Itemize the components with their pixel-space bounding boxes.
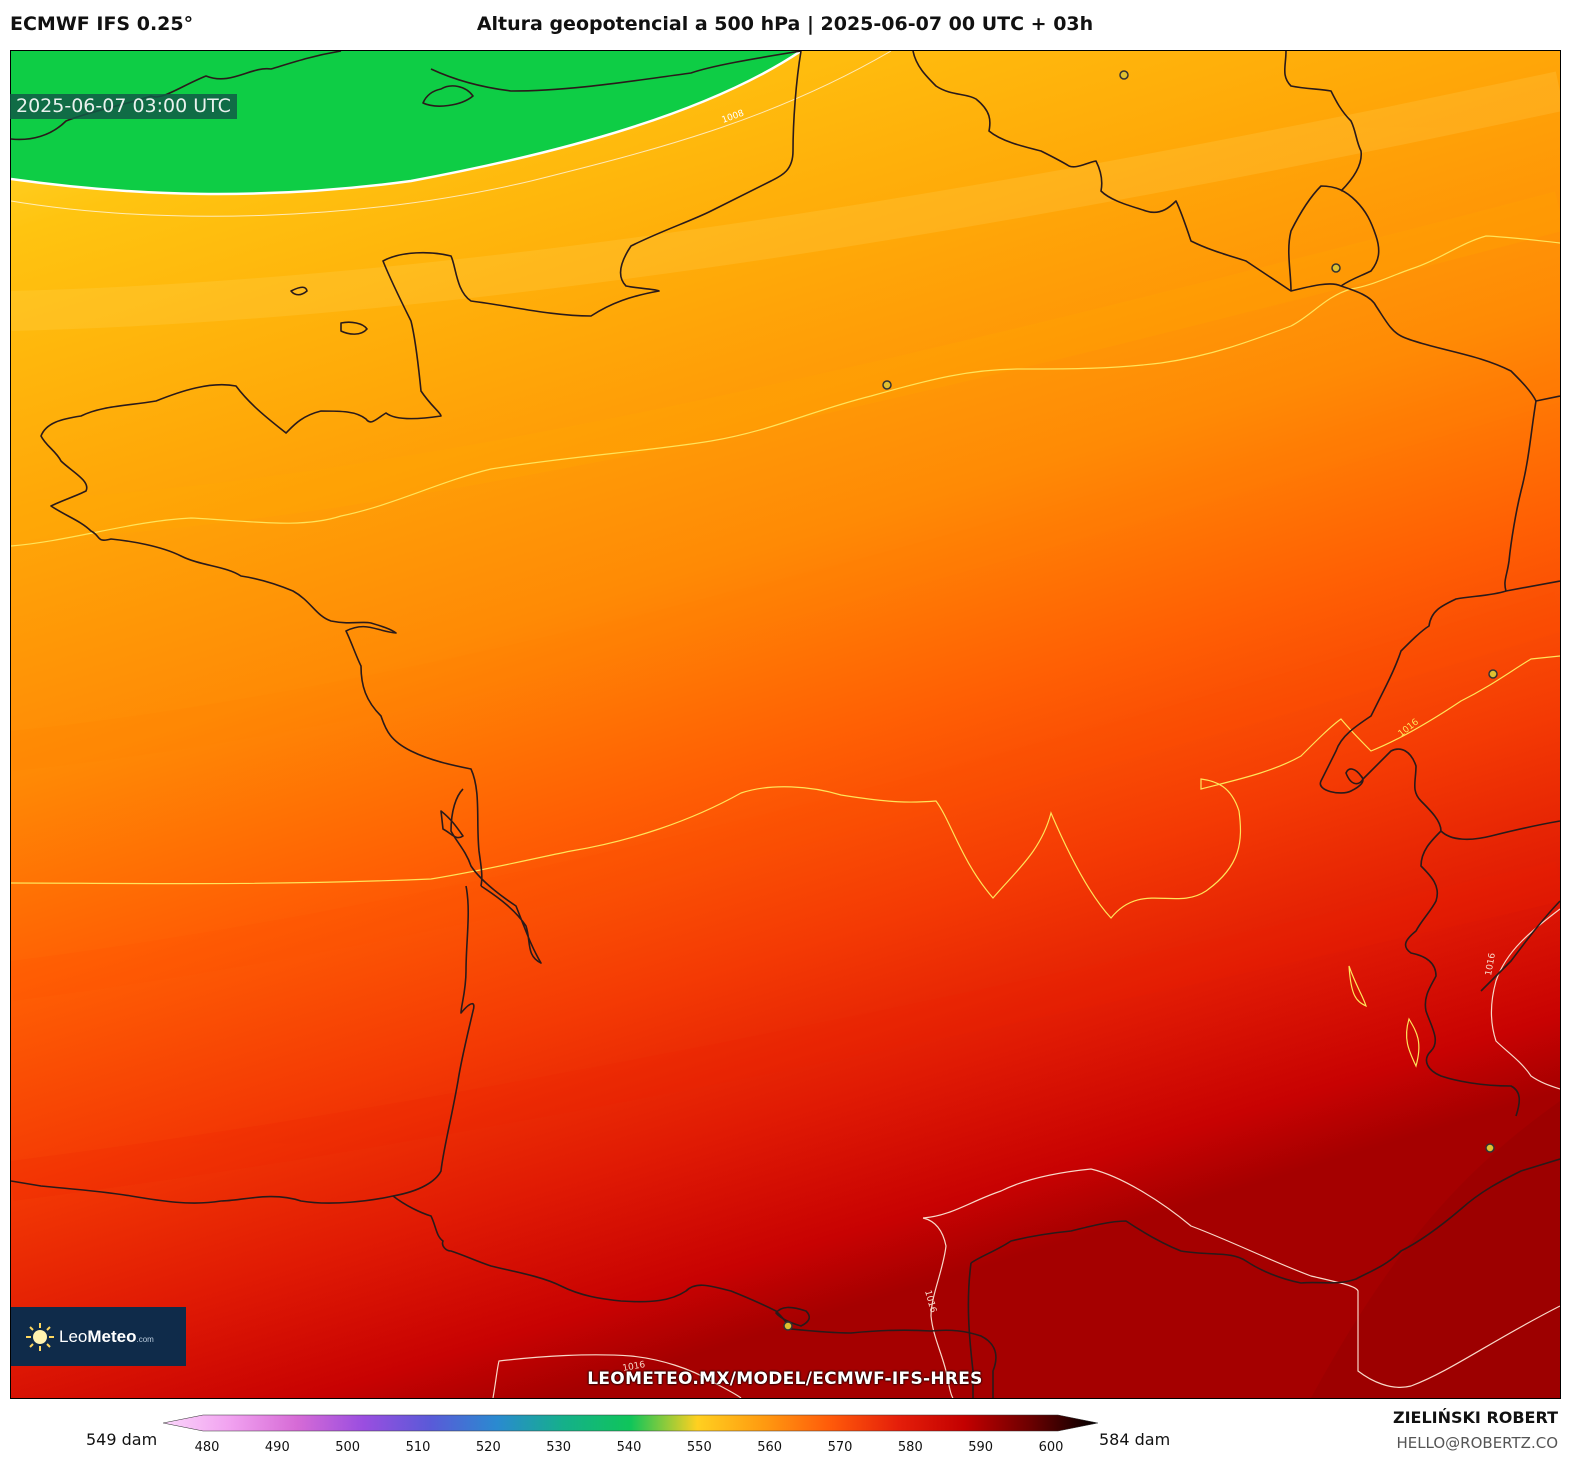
- colorbar-tick-label: 480: [194, 1440, 220, 1455]
- city-markers: [783, 70, 1498, 1331]
- city-marker: [882, 380, 892, 390]
- city-marker: [1119, 70, 1129, 80]
- colorbar-tick-label: 500: [335, 1440, 361, 1455]
- colorbar-tick-label: 590: [968, 1440, 994, 1455]
- colorbar-tick-label: 600: [1038, 1440, 1064, 1455]
- city-marker: [1331, 263, 1341, 273]
- contour-550: [11, 51, 802, 196]
- isobar-1008: [11, 51, 892, 217]
- valid-time-badge: 2025-06-07 03:00 UTC: [10, 94, 237, 119]
- chart-title: Altura geopotencial a 500 hPa | 2025-06-…: [476, 13, 1094, 35]
- city-marker: [783, 1321, 793, 1331]
- isobar-label-1016-b: 1016: [1484, 952, 1498, 977]
- colorbar-tick-label: 520: [475, 1440, 501, 1455]
- colorbar-tick-label: 530: [546, 1440, 572, 1455]
- coastlines: [11, 51, 1560, 1398]
- author-email[interactable]: HELLO@ROBERTZ.CO: [1396, 1434, 1558, 1452]
- author-name: ZIELIŃSKI ROBERT: [1392, 1408, 1558, 1427]
- colorbar-tick-label: 580: [897, 1440, 923, 1455]
- dark-core: [1311, 1101, 1560, 1398]
- isobars-light: [492, 908, 1560, 1398]
- isobars-yellow: [11, 235, 1560, 1068]
- colorbar-tick-label: 570: [827, 1440, 853, 1455]
- logo-text: LeoMeteo.com: [59, 1326, 154, 1346]
- colorbar-gradient: [162, 1414, 1099, 1432]
- colorbar-tick-label: 550: [686, 1440, 712, 1455]
- source-url[interactable]: LEOMETEO.MX/MODEL/ECMWF-IFS-HRES: [587, 1369, 983, 1389]
- field-bands: [11, 71, 1560, 1201]
- colorbar-max-label: 584 dam: [1099, 1430, 1171, 1449]
- sun-icon: [26, 1322, 54, 1351]
- colorbar: 480 490 500 510 520 530 540 550 560 570 580 590 600: [162, 1414, 1099, 1459]
- model-name: ECMWF IFS 0.25°: [10, 13, 194, 35]
- colorbar-tick-label: 510: [405, 1440, 431, 1455]
- field-shading: [11, 51, 1560, 1398]
- leometeo-logo[interactable]: LeoMeteo.com: [11, 1307, 186, 1366]
- colorbar-tick-label: 490: [264, 1440, 290, 1455]
- colorbar-min-label: 549 dam: [86, 1430, 158, 1449]
- isobar-label-1016-d: 1016: [622, 1360, 647, 1374]
- city-marker: [1485, 1143, 1495, 1153]
- colorbar-tick-label: 560: [757, 1440, 783, 1455]
- colorbar-tick-label: 540: [616, 1440, 642, 1455]
- geopotential-map[interactable]: 1008 1016 1016 1016 1016: [11, 51, 1560, 1398]
- city-marker: [1488, 669, 1498, 679]
- green-region: [11, 51, 801, 194]
- map-panel[interactable]: 1008 1016 1016 1016 1016: [10, 50, 1561, 1399]
